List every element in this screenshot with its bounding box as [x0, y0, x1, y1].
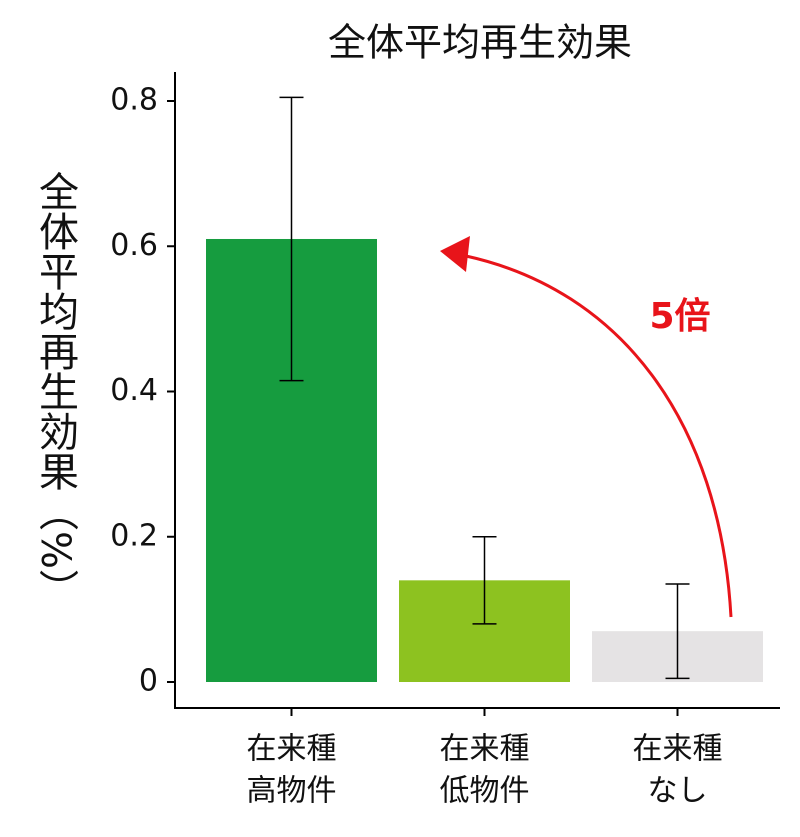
y-tick-label: 0.6 [110, 228, 158, 263]
arrow-head [440, 236, 470, 272]
y-tick-label: 0 [139, 664, 158, 699]
x-tick-label: 低物件 [440, 774, 530, 809]
y-tick-label: 0.8 [110, 83, 158, 118]
x-tick-label: 在来種 [633, 732, 723, 767]
y-axis-label: 全体平均再生効果（%） [32, 171, 79, 609]
x-tick-label: 在来種 [247, 732, 337, 767]
y-tick-label: 0.2 [110, 518, 158, 553]
error-bar [472, 536, 497, 625]
x-tick-label: 高物件 [247, 774, 337, 809]
x-tick-label: なし [648, 774, 708, 809]
x-tick-label: 在来種 [440, 732, 530, 767]
error-bar [279, 96, 304, 382]
chart-title: 全体平均再生効果 [328, 21, 632, 65]
annotation: 5倍 [649, 296, 710, 337]
annotation-arrow [465, 254, 733, 618]
y-tick-label: 0.4 [110, 373, 158, 408]
error-bar [665, 583, 690, 680]
